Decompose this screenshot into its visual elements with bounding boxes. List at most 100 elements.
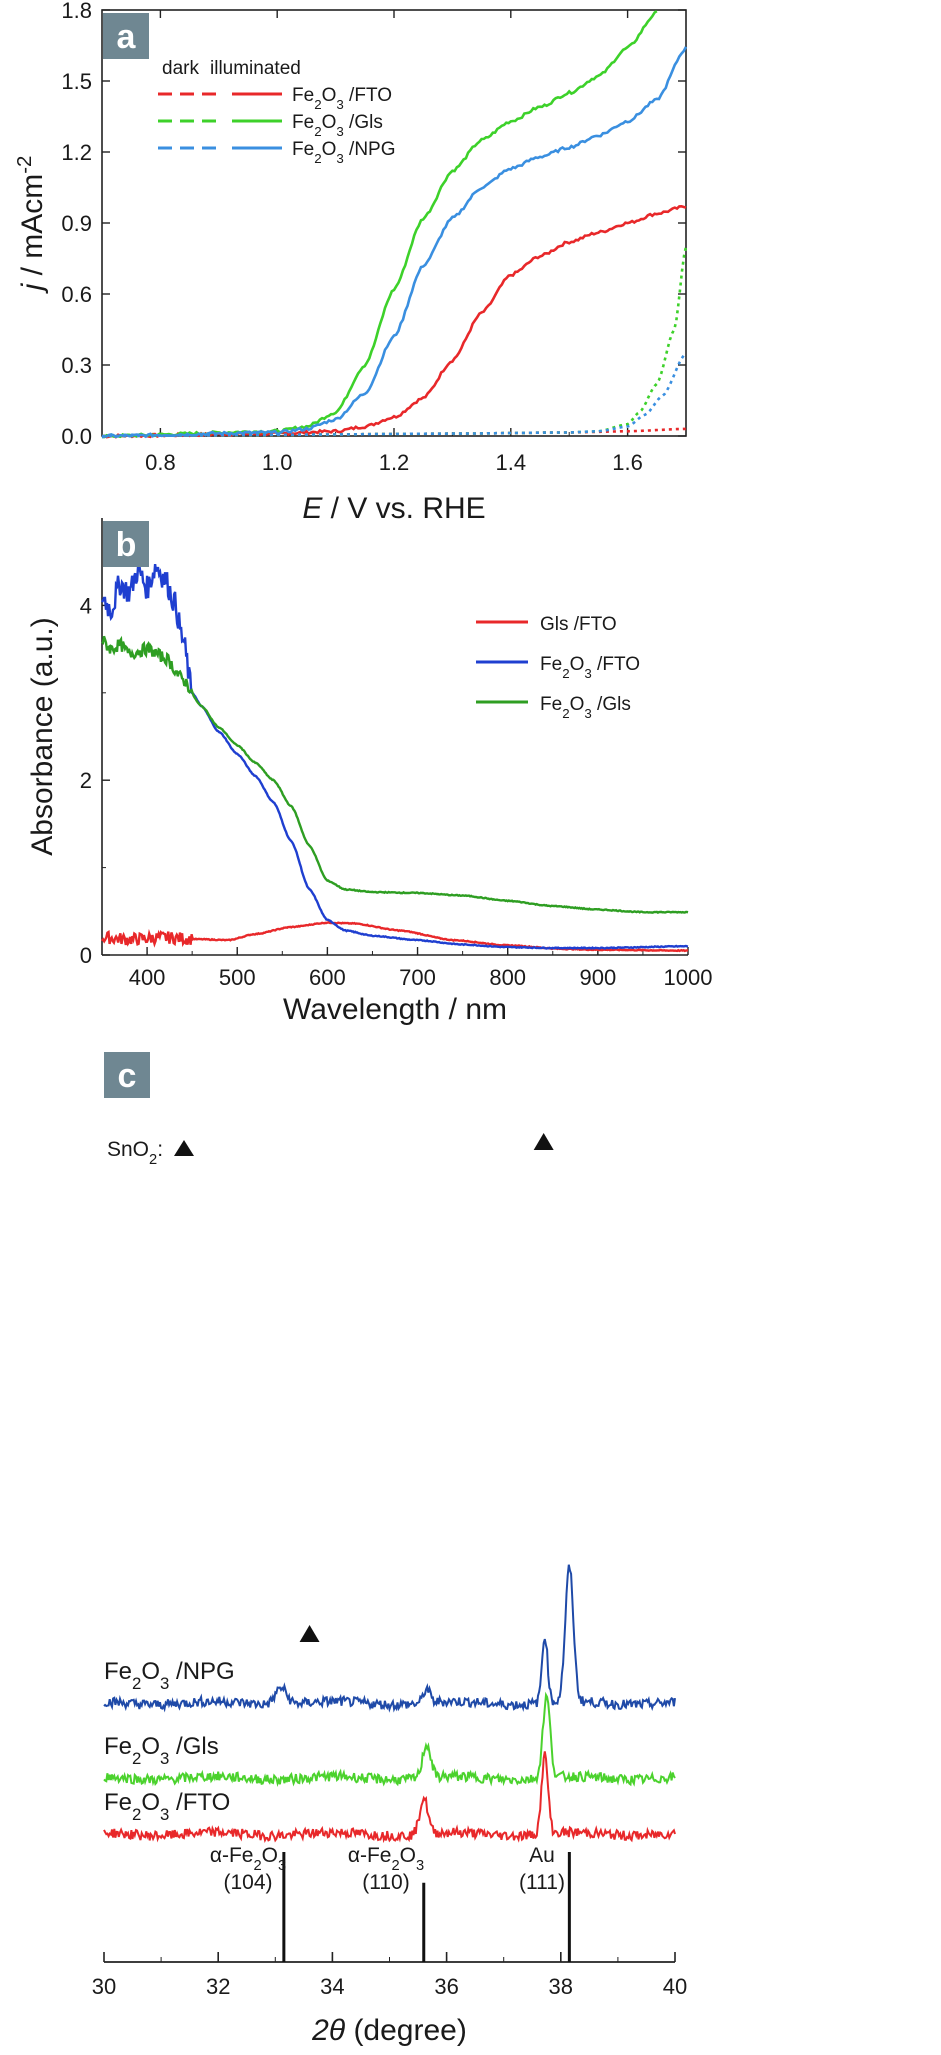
- legend-label-sub: 2: [562, 706, 569, 721]
- reference-label: Au: [529, 1844, 555, 1867]
- legend-label: Fe2O3 /NPG: [292, 139, 396, 166]
- sno2-triangle-marker: [533, 1133, 554, 1150]
- reference-label-main: α-Fe: [348, 1844, 392, 1867]
- panel-c-letter: c: [118, 1057, 137, 1095]
- reference-label-sub: 2: [391, 1858, 399, 1874]
- x-tick-label: 40: [663, 1974, 687, 1999]
- legend-label-mid: O: [322, 139, 337, 160]
- legend-label: Fe2O3 /FTO: [540, 654, 640, 681]
- legend-label-main: Gls /FTO: [540, 614, 617, 635]
- reference-index: (111): [519, 1871, 565, 1894]
- legend-label-mid: O: [322, 112, 337, 133]
- reference-label-sub: 3: [278, 1858, 286, 1874]
- y-axis-title: Absorbance (a.u.): [26, 617, 59, 855]
- dark-curve-2: [102, 352, 687, 438]
- panel-c-badge: [104, 1052, 150, 1098]
- legend-label-rest: /Gls: [344, 112, 383, 133]
- panel-a-badge: [103, 13, 149, 59]
- pattern-label-sub: 2: [132, 1674, 141, 1693]
- x-axis-title-symbol: 2θ: [311, 2014, 346, 2047]
- y-tick-label: 0: [80, 943, 92, 968]
- legend-label-sub: 3: [336, 97, 343, 112]
- sno2-legend-label: SnO2:: [107, 1138, 163, 1168]
- legend-label-rest: /NPG: [344, 139, 396, 160]
- reference-label: α-Fe2O3: [348, 1844, 424, 1874]
- xrd-pattern-2: [103, 1751, 676, 1844]
- legend-header-dark: dark: [162, 58, 199, 79]
- pattern-label-main: Fe: [104, 1658, 132, 1685]
- pattern-label-sub: 2: [132, 1749, 141, 1768]
- y-tick-label: 0.6: [61, 282, 92, 307]
- legend-label-main: Fe: [292, 112, 314, 133]
- legend-label: Fe2O3 /FTO: [292, 85, 392, 112]
- x-tick-label: 400: [129, 965, 166, 990]
- x-tick-label: 900: [579, 965, 616, 990]
- pattern-label-rest: /Gls: [169, 1733, 218, 1760]
- legend-label-sub: 3: [336, 124, 343, 139]
- y-tick-label: 0.3: [61, 353, 92, 378]
- legend-label-mid: O: [322, 85, 337, 106]
- x-tick-label: 30: [92, 1974, 116, 1999]
- legend-label-main: Fe: [292, 139, 314, 160]
- x-tick-label: 36: [434, 1974, 458, 1999]
- legend-label: Fe2O3 /Gls: [292, 112, 383, 139]
- legend-label-main: Fe: [292, 85, 314, 106]
- sno2-triangle-marker: [299, 1625, 320, 1642]
- panel-a: 0.8 1.0 1.2 1.4 1.6 0.0 0.3 0.6 0.9 1.2 1.5 1.8 E / …: [14, 0, 688, 525]
- reference-label-mid: O: [262, 1844, 278, 1867]
- reference-label: α-Fe2O3: [210, 1844, 286, 1874]
- reference-label-sub: 3: [416, 1858, 424, 1874]
- xrd-pattern-0: [103, 1564, 676, 1713]
- legend-label: Gls /FTO: [540, 614, 617, 635]
- pattern-label: Fe2O3 /FTO: [104, 1789, 230, 1824]
- x-tick-label: 32: [206, 1974, 230, 1999]
- legend-label-main: Fe: [540, 694, 562, 715]
- x-tick-label: 800: [489, 965, 526, 990]
- sno2-suffix: :: [157, 1138, 163, 1161]
- x-axis-title: 2θ (degree): [311, 2014, 467, 2047]
- pattern-label-mid: O: [141, 1733, 160, 1760]
- pattern-label: Fe2O3 /NPG: [104, 1658, 235, 1693]
- legend-label-main: Fe: [540, 654, 562, 675]
- legend-header-illuminated: illuminated: [210, 58, 301, 79]
- pattern-label-mid: O: [141, 1789, 160, 1816]
- panel-b-badge: [103, 521, 149, 567]
- reference-index: (110): [362, 1871, 409, 1894]
- panel-b-letter: b: [116, 526, 137, 564]
- x-axis-title-unit: / V vs. RHE: [322, 492, 485, 525]
- legend-label-rest: /Gls: [592, 694, 631, 715]
- reference-index: (104): [223, 1871, 272, 1894]
- pattern-label-rest: /NPG: [169, 1658, 234, 1685]
- x-tick-label: 500: [219, 965, 256, 990]
- pattern-label-rest: /FTO: [169, 1789, 230, 1816]
- y-tick-label: 1.2: [61, 140, 92, 165]
- spectrum-curve-0: [101, 921, 689, 953]
- x-axis-title: Wavelength / nm: [283, 993, 507, 1026]
- x-tick-label: 0.8: [145, 450, 176, 475]
- sno2-legend-triangle: [174, 1140, 194, 1156]
- y-axis-title-exponent: -2: [14, 156, 36, 174]
- pattern-label-main: Fe: [104, 1733, 132, 1760]
- reference-label-main: Au: [529, 1844, 555, 1867]
- y-axis-title-unit: / mAcm: [16, 174, 49, 284]
- legend-label-sub: 2: [314, 151, 321, 166]
- y-tick-label: 0.0: [61, 424, 92, 449]
- y-tick-label: 4: [80, 593, 92, 618]
- x-axis-title-unit: (degree): [345, 2014, 467, 2047]
- x-tick-label: 1.4: [496, 450, 527, 475]
- pattern-label-sub: 3: [160, 1805, 169, 1824]
- x-tick-label: 34: [320, 1974, 344, 1999]
- y-tick-label: 1.8: [61, 0, 92, 23]
- x-axis-title-symbol: E: [302, 492, 323, 525]
- spectrum-curve-2: [101, 635, 689, 914]
- legend-label-rest: /FTO: [592, 654, 640, 675]
- illuminated-curve-2: [101, 46, 688, 439]
- illuminated-curve-1: [101, 10, 658, 439]
- x-axis-title: E / V vs. RHE: [302, 492, 485, 525]
- y-axis-title: j / mAcm-2: [14, 156, 49, 295]
- x-tick-label: 600: [309, 965, 346, 990]
- legend-label-sub: 3: [584, 706, 591, 721]
- x-tick-label: 1000: [664, 965, 713, 990]
